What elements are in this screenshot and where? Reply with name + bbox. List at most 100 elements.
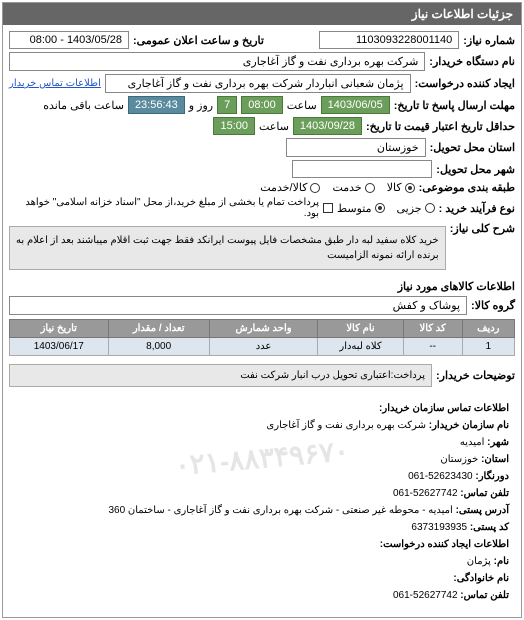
buyer-device-label: نام دستگاه خریدار: [429,55,515,68]
buyer-notes-label: توضیحات خریدار: [436,369,515,382]
fax-label: دورنگار: [475,471,509,482]
table-cell: کلاه لبه‌دار [318,338,403,356]
row-buyer-device: نام دستگاه خریدار: شرکت بهره برداری نفت … [9,52,515,71]
phone-value: 52627742-061 [393,488,458,499]
table-cell: عدد [209,338,318,356]
creator-phone-value: 52627742-061 [393,590,458,601]
creator-phone-label: تلفن تماس: [460,590,509,601]
radio-goods[interactable]: کالا [387,181,415,194]
province-field: خوزستان [286,138,426,157]
row-deadline: مهلت ارسال پاسخ تا تاریخ: 1403/06/05 ساع… [9,96,515,114]
row-need-number: شماره نیاز: 1103093228001140 تاریخ و ساع… [9,31,515,49]
time-label-2: ساعت [259,120,289,133]
creator-name-label: نام: [494,556,509,567]
radio-icon [365,183,375,193]
radio-label: کالا [387,181,402,194]
radio-icon [310,183,320,193]
contact-info-block: ۰۲۱-۸۸۳۴۹۶۷۰ اطلاعات تماس سازمان خریدار:… [9,394,515,611]
need-no-label: شماره نیاز: [463,34,515,47]
table-header-cell: واحد شمارش [209,320,318,338]
zip-label: کد پستی: [470,522,509,533]
purchase-type-label: نوع فرآیند خرید : [439,202,515,215]
time-label-1: ساعت [287,99,317,112]
row-purchase-type: نوع فرآیند خرید : جزیی متوسط پرداخت تمام … [9,197,515,219]
table-cell: 8,000 [108,338,209,356]
radio-label: جزیی [397,202,422,215]
city-field [292,160,432,178]
deadline-date: 1403/06/05 [321,96,390,114]
postal-value: امیدیه - محوطه غیر صنعتی - شرکت بهره برد… [108,505,452,516]
row-buyer-notes: توضیحات خریدار: پرداخت:اعتباری تحویل درب… [9,360,515,391]
radio-label: خدمت [332,181,361,194]
row-province: استان محل تحویل: خوزستان [9,138,515,157]
goods-table: ردیفکد کالانام کالاواحد شمارشتعداد / مقد… [9,319,515,356]
table-header-cell: کد کالا [403,320,462,338]
panel-header: جزئیات اطلاعات نیاز [3,3,521,25]
info-city-label: شهر: [487,437,509,448]
org-value: شرکت بهره برداری نفت و گاز آغاجاری [266,420,426,431]
deadline-remaining: 23:56:43 [128,96,185,114]
goods-table-header: ردیفکد کالانام کالاواحد شمارشتعداد / مقد… [10,320,515,338]
need-desc-box: خرید کلاه سفید لبه دار طبق مشخصات فایل پ… [9,226,446,270]
category-label: طبقه بندی موضوعی: [419,181,515,194]
table-cell: 1 [462,338,514,356]
contact-link[interactable]: اطلاعات تماس خریدار [9,78,101,89]
validity-time: 15:00 [213,117,255,135]
table-header-cell: ردیف [462,320,514,338]
deadline-time: 08:00 [241,96,283,114]
row-category: طبقه بندی موضوعی: کالا خدمت کالا/خدمت [9,181,515,194]
table-header-cell: نام کالا [318,320,403,338]
fax-value: 52623430-061 [408,471,473,482]
goods-group-field: پوشاک و کفش [9,296,467,315]
deadline-label: مهلت ارسال پاسخ تا تاریخ: [394,99,515,112]
main-panel: جزئیات اطلاعات نیاز شماره نیاز: 11030932… [2,2,522,618]
goods-table-title: اطلاعات کالاهای مورد نیاز [9,280,515,293]
row-goods-group: گروه کالا: پوشاک و کفش [9,296,515,315]
days-label: روز و [189,99,213,112]
buyer-device-field: شرکت بهره برداری نفت و گاز آغاجاری [9,52,425,71]
validity-label: حداقل تاریخ اعتبار قیمت تا تاریخ: [366,120,515,133]
purchase-type-radio-group: جزیی متوسط [337,202,435,215]
info-city-value: امیدیه [460,437,485,448]
city-label: شهر محل تحویل: [436,163,515,176]
purchase-note: پرداخت تمام یا بخشی از مبلغ خرید،از محل … [9,197,319,219]
row-validity: حداقل تاریخ اعتبار قیمت تا تاریخ: 1403/0… [9,117,515,135]
info-province-label: استان: [481,454,509,465]
org-label: نام سازمان خریدار: [429,420,509,431]
table-cell: -- [403,338,462,356]
deadline-days: 7 [217,96,237,114]
need-desc-label: شرح کلی نیاز: [450,222,515,235]
postal-label: آدرس پستی: [456,505,509,516]
radio-service[interactable]: خدمت [332,181,374,194]
panel-body: شماره نیاز: 1103093228001140 تاریخ و ساع… [3,25,521,617]
row-city: شهر محل تحویل: [9,160,515,178]
radio-medium[interactable]: متوسط [337,202,385,215]
note-checkbox[interactable] [323,203,333,213]
row-creator: ایجاد کننده درخواست: پژمان شعبانی انبارد… [9,74,515,93]
goods-group-label: گروه کالا: [471,299,515,312]
table-cell: 1403/06/17 [10,338,109,356]
datetime-label: تاریخ و ساعت اعلان عمومی: [133,34,264,47]
radio-label: متوسط [337,202,372,215]
row-need-desc: شرح کلی نیاز: خرید کلاه سفید لبه دار طبق… [9,222,515,274]
need-no-field: 1103093228001140 [319,31,459,49]
remaining-label: ساعت باقی مانده [43,99,124,112]
phone-label: تلفن تماس: [460,488,509,499]
radio-icon [405,183,415,193]
datetime-field: 1403/05/28 - 08:00 [9,31,129,49]
creator-name-value: پژمان [467,556,491,567]
goods-table-body: 1--کلاه لبه‌دارعدد8,0001403/06/17 [10,338,515,356]
creator-label: ایجاد کننده درخواست: [415,77,515,90]
radio-goods_service[interactable]: کالا/خدمت [260,181,320,194]
info-province-value: خوزستان [440,454,478,465]
table-header-cell: تاریخ نیاز [10,320,109,338]
contact-title: اطلاعات تماس سازمان خریدار: [379,403,509,414]
validity-date: 1403/09/28 [293,117,362,135]
radio-minor[interactable]: جزیی [397,202,435,215]
province-label: استان محل تحویل: [430,141,515,154]
buyer-notes-field: پرداخت:اعتباری تحویل درب انبار شرکت نفت [9,364,432,387]
creator-family-label: نام خانوادگی: [453,573,509,584]
radio-icon [425,203,435,213]
creator-info-title: اطلاعات ایجاد کننده درخواست: [380,539,509,550]
zip-value: 6373193935 [411,522,467,533]
